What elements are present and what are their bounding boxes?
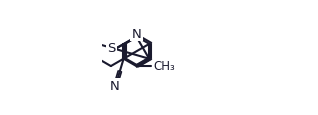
Text: CH₃: CH₃ — [154, 60, 175, 73]
Text: N: N — [110, 79, 120, 92]
Text: S: S — [107, 42, 116, 55]
Text: N: N — [131, 27, 141, 40]
